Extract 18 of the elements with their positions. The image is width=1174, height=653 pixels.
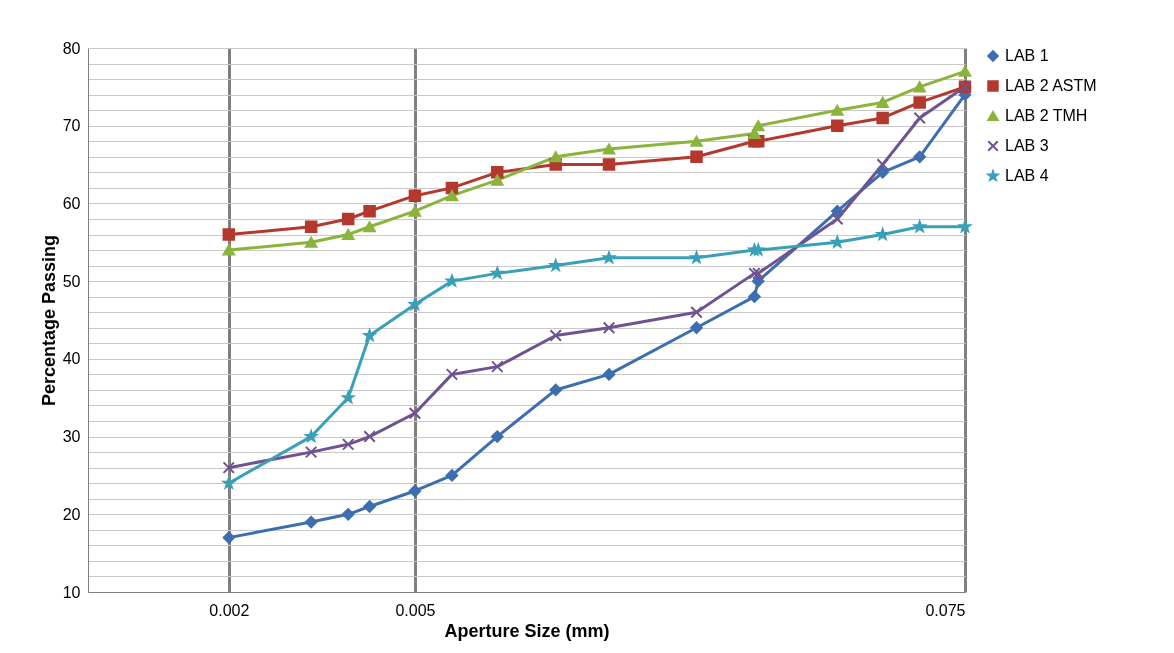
legend-label: LAB 1: [1005, 47, 1049, 64]
x-tick-label: 0.002: [209, 601, 250, 619]
y-tick-label: 40: [62, 350, 81, 368]
x-tick-label: 0.005: [395, 601, 436, 619]
y-tick-label: 70: [62, 117, 81, 135]
legend-label: LAB 2 TMH: [1005, 107, 1088, 124]
y-tick-label: 20: [62, 505, 81, 523]
x-axis-title: Aperture Size (mm): [444, 620, 610, 641]
y-tick-label: 80: [62, 39, 81, 57]
y-tick-label: 10: [62, 583, 81, 601]
y-axis-title: Percentage Passing: [38, 234, 59, 407]
y-tick-label: 50: [62, 272, 81, 290]
legend-label: LAB 4: [1005, 167, 1049, 184]
y-tick-label: 60: [62, 194, 81, 212]
legend-label: LAB 2 ASTM: [1005, 77, 1097, 94]
y-tick-label: 30: [62, 428, 81, 446]
legend-label: LAB 3: [1005, 137, 1049, 154]
x-tick-label: 0.075: [925, 601, 966, 619]
